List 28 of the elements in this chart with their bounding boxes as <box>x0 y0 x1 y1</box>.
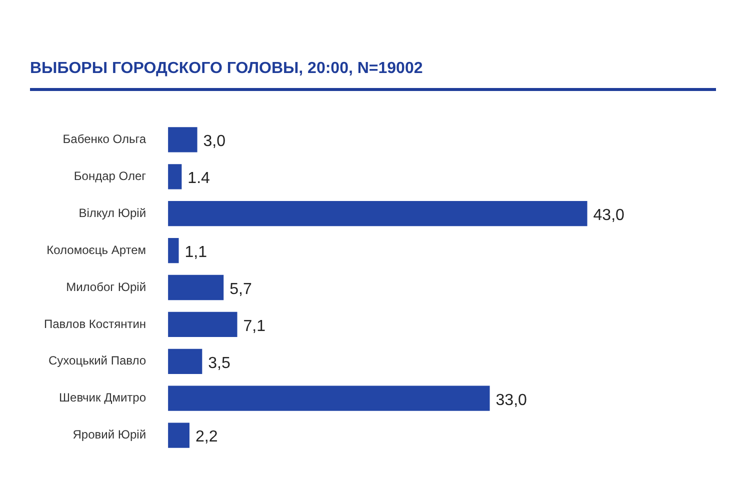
y-tick-label: Сухоцький Павло <box>48 354 146 368</box>
bar <box>168 312 238 338</box>
y-tick-label: Вілкул Юрій <box>78 206 146 220</box>
data-label: 43,0 <box>593 206 625 224</box>
y-tick-label: Бабенко Ольга <box>62 132 146 146</box>
y-tick-label: Шевчик Дмитро <box>59 390 146 405</box>
y-tick-label: Милобог Юрій <box>66 280 146 294</box>
data-label: 2,2 <box>195 428 218 446</box>
y-tick-label: Бондар Олег <box>74 168 147 183</box>
y-tick-label: Коломоєць Артем <box>46 242 146 257</box>
bar <box>168 238 179 264</box>
bar <box>168 201 588 226</box>
chart-title: ВЫБОРЫ ГОРОДСКОГО ГОЛОВЫ, 20:00, N=19002 <box>30 60 423 78</box>
data-label: 5,7 <box>230 280 252 298</box>
data-label: 1,1 <box>184 244 208 261</box>
bar <box>168 164 182 190</box>
bar <box>168 348 202 374</box>
data-label: 33,0 <box>496 392 528 409</box>
data-label: 1.4 <box>188 170 210 188</box>
bar <box>168 422 190 448</box>
y-tick-label: Павлов Костянтин <box>44 316 146 331</box>
bar <box>168 274 224 300</box>
data-label: 3,0 <box>203 133 226 150</box>
data-label: 3,5 <box>208 354 230 372</box>
bar <box>168 127 198 152</box>
y-tick-label: Яровий Юрій <box>72 428 146 442</box>
data-label: 7,1 <box>243 318 266 335</box>
bar <box>168 386 490 411</box>
